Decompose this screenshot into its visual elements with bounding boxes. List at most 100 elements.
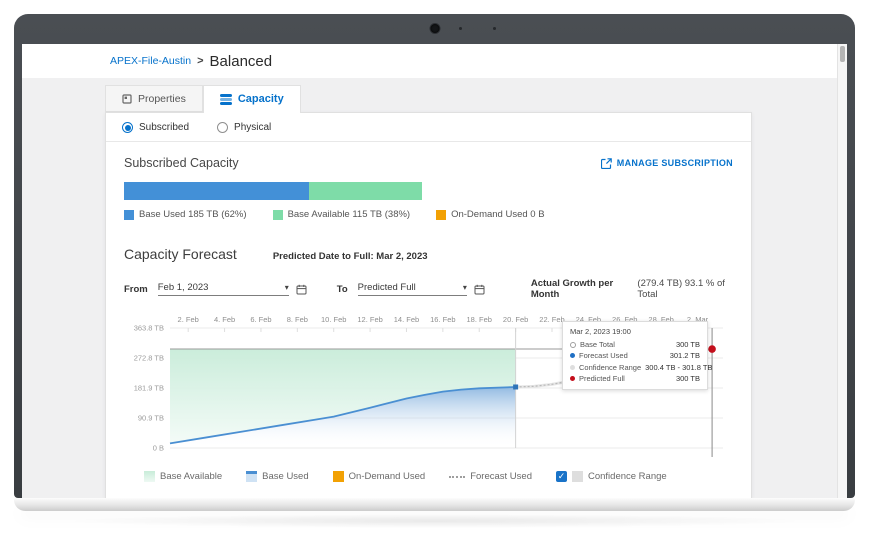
svg-text:8. Feb: 8. Feb bbox=[287, 315, 308, 324]
legend-item-base-used: Base Used bbox=[246, 471, 309, 482]
base-available-area-swatch-icon bbox=[144, 471, 155, 482]
base-used-swatch-icon bbox=[124, 209, 134, 220]
legend-label: Confidence Range bbox=[587, 471, 667, 482]
svg-text:18. Feb: 18. Feb bbox=[467, 315, 492, 324]
tooltip-row-forecast-used: Forecast Used 301.2 TB bbox=[570, 350, 700, 361]
subscribed-capacity-title: Subscribed Capacity bbox=[124, 156, 239, 170]
svg-text:26. Feb: 26. Feb bbox=[612, 315, 637, 324]
legend-base-used-label: Base Used 185 TB (62%) bbox=[139, 209, 247, 220]
chart-legend: Base Available Base Used On-Demand Used bbox=[144, 471, 733, 498]
svg-text:10. Feb: 10. Feb bbox=[321, 315, 346, 324]
svg-text:181.9 TB: 181.9 TB bbox=[134, 384, 164, 393]
svg-text:14. Feb: 14. Feb bbox=[394, 315, 419, 324]
chevron-down-icon: ▾ bbox=[462, 283, 467, 292]
svg-text:22. Feb: 22. Feb bbox=[539, 315, 564, 324]
confidence-range-swatch-icon bbox=[571, 471, 583, 482]
tooltip-label: Predicted Full bbox=[579, 373, 625, 383]
on-demand-area-swatch-icon bbox=[332, 471, 344, 482]
legend-item-base-available: Base Available 115 TB (38%) bbox=[272, 209, 411, 220]
radio-selected-icon bbox=[122, 122, 133, 133]
from-calendar-button[interactable] bbox=[296, 284, 307, 295]
laptop-frame: APEX-File-Austin > Balanced Properties bbox=[14, 14, 855, 498]
tab-properties[interactable]: Properties bbox=[105, 85, 203, 112]
svg-text:6. Feb: 6. Feb bbox=[250, 315, 271, 324]
legend-item-base-available: Base Available bbox=[144, 471, 222, 482]
tooltip-value: 301.2 TB bbox=[669, 351, 700, 361]
scrollbar[interactable] bbox=[837, 44, 847, 498]
to-date-select[interactable]: Predicted Full ▾ bbox=[357, 282, 467, 296]
svg-text:90.9 TB: 90.9 TB bbox=[138, 414, 164, 423]
legend-base-available-label: Base Available 115 TB (38%) bbox=[287, 209, 411, 220]
from-date-select[interactable]: Feb 1, 2023 ▾ bbox=[157, 282, 289, 296]
tooltip-row-base-total: Base Total 300 TB bbox=[570, 339, 700, 350]
capacity-panel: Subscribed Physical Subscribed Capacity bbox=[105, 112, 752, 498]
svg-text:363.8 TB: 363.8 TB bbox=[134, 324, 164, 333]
growth-label: Actual Growth per Month bbox=[530, 278, 614, 300]
radio-physical[interactable]: Physical bbox=[217, 122, 271, 133]
forecast-controls: From Feb 1, 2023 ▾ bbox=[124, 278, 733, 300]
laptop-shadow bbox=[60, 514, 810, 528]
from-date-value: Feb 1, 2023 bbox=[157, 282, 209, 293]
forecast-header: Capacity Forecast Predicted Date to Full… bbox=[124, 246, 733, 262]
laptop-base bbox=[14, 498, 855, 511]
scrollbar-thumb[interactable] bbox=[840, 46, 845, 62]
predicted-full-marker-icon bbox=[570, 375, 575, 381]
legend-item-forecast-used: Forecast Used bbox=[449, 471, 532, 482]
properties-icon bbox=[122, 94, 132, 104]
svg-text:16. Feb: 16. Feb bbox=[430, 315, 455, 324]
capacity-bar-legend: Base Used 185 TB (62%) Base Available 11… bbox=[124, 209, 733, 220]
tooltip-label: Confidence Range bbox=[579, 362, 642, 372]
to-date-value: Predicted Full bbox=[357, 282, 416, 293]
tab-bar: Properties Capacity bbox=[105, 85, 838, 113]
page-header: APEX-File-Austin > Balanced bbox=[22, 44, 847, 78]
forecast-chart-area: 363.8 TB 272.8 TB 181.9 TB 90.9 TB 0 B 2. Feb… bbox=[124, 312, 733, 467]
legend-label: On-Demand Used bbox=[348, 471, 426, 482]
manage-subscription-link[interactable]: MANAGE SUBSCRIPTION bbox=[600, 157, 733, 169]
radio-physical-label: Physical bbox=[234, 122, 272, 133]
radio-unselected-icon bbox=[217, 122, 229, 133]
svg-text:2. Feb: 2. Feb bbox=[178, 315, 199, 324]
calendar-icon bbox=[296, 284, 307, 294]
calendar-icon bbox=[474, 284, 485, 294]
tab-properties-label: Properties bbox=[138, 93, 186, 105]
growth-value: (279.4 TB) 93.1 % of Total bbox=[637, 278, 725, 300]
radio-subscribed-label: Subscribed bbox=[139, 122, 190, 133]
confidence-range-checkbox[interactable]: ✓ bbox=[555, 471, 567, 482]
tooltip-row-predicted-full: Predicted Full 300 TB bbox=[570, 373, 700, 384]
view-toggle: Subscribed Physical bbox=[106, 113, 751, 141]
tooltip-title: Mar 2, 2023 19:00 bbox=[570, 327, 631, 336]
svg-text:272.8 TB: 272.8 TB bbox=[134, 354, 164, 363]
base-available-swatch-icon bbox=[272, 209, 283, 220]
webcam-led-icon bbox=[458, 27, 462, 30]
manage-subscription-label: MANAGE SUBSCRIPTION bbox=[616, 158, 733, 168]
predicted-date-to-full: Predicted Date to Full: Mar 2, 2023 bbox=[272, 251, 428, 262]
chart-tooltip: Mar 2, 2023 19:00 Base Total 300 TB Fore… bbox=[562, 321, 712, 390]
webcam-icon bbox=[430, 24, 439, 33]
subscribed-capacity-section: Subscribed Capacity MANAGE SUBSCRIPTION bbox=[106, 142, 751, 498]
bar-segment-base-used bbox=[124, 182, 309, 200]
tab-capacity-label: Capacity bbox=[237, 93, 284, 105]
legend-label: Forecast Used bbox=[470, 471, 532, 482]
tooltip-value: 300.4 TB - 301.8 TB bbox=[645, 362, 713, 372]
forecast-line-swatch-icon bbox=[449, 475, 466, 478]
breadcrumb-separator: > bbox=[197, 55, 204, 67]
to-calendar-button[interactable] bbox=[474, 284, 485, 295]
legend-item-confidence-range: ✓ Confidence Range bbox=[555, 471, 667, 482]
tab-capacity[interactable]: Capacity bbox=[202, 85, 301, 113]
svg-text:24. Feb: 24. Feb bbox=[576, 315, 601, 324]
base-total-marker-icon bbox=[570, 341, 576, 348]
screen: APEX-File-Austin > Balanced Properties bbox=[22, 44, 847, 498]
svg-text:4. Feb: 4. Feb bbox=[214, 315, 235, 324]
svg-text:0 B: 0 B bbox=[153, 444, 164, 453]
page-title: Balanced bbox=[209, 52, 273, 70]
manage-subscription-icon bbox=[600, 157, 612, 169]
radio-subscribed[interactable]: Subscribed bbox=[122, 122, 189, 133]
breadcrumb-parent-link[interactable]: APEX-File-Austin bbox=[110, 55, 192, 67]
forecast-title: Capacity Forecast bbox=[124, 246, 237, 262]
capacity-icon bbox=[219, 93, 232, 105]
legend-item-on-demand: On-Demand Used 0 B bbox=[436, 209, 545, 220]
legend-item-base-used: Base Used 185 TB (62%) bbox=[124, 209, 247, 220]
subscribed-capacity-bar bbox=[124, 182, 422, 200]
legend-on-demand-label: On-Demand Used 0 B bbox=[451, 209, 545, 220]
tooltip-label: Forecast Used bbox=[579, 351, 628, 361]
